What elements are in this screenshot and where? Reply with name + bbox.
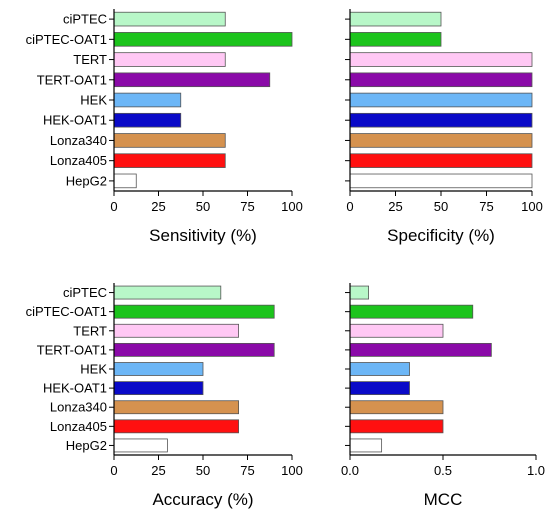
mcc-bar-hek (349, 362, 410, 376)
sensitivity-x-tick-label: 25 (151, 199, 165, 214)
sensitivity-x-tick-label: 100 (281, 199, 303, 214)
specificity-bar-lonza405 (349, 153, 533, 168)
accuracy-category-label-hepg2: HepG2 (66, 438, 107, 453)
specificity-x-tick-label: 50 (434, 199, 448, 214)
accuracy-bar-ciptec (113, 285, 222, 300)
specificity-x-tick-label: 75 (479, 199, 493, 214)
specificity-x-tick-label: 100 (521, 199, 543, 214)
mcc-bar-ciptec-oat1 (349, 304, 474, 319)
sensitivity-x-tick-label: 50 (196, 199, 210, 214)
sensitivity-category-label-lonza340: Lonza340 (50, 133, 107, 148)
sensitivity-bar-tert (113, 52, 226, 67)
mcc-bar-tert (349, 323, 444, 338)
sensitivity-bar-lonza405 (113, 153, 226, 168)
sensitivity-panel: ciPTEC ciPTEC-OAT1 TERT TERT-OAT1 HEK HEK-OAT… (26, 9, 303, 245)
mcc-bar-tert-oat1 (349, 342, 492, 357)
sensitivity-x-tick-label: 75 (240, 199, 254, 214)
accuracy-x-tick-label: 50 (196, 463, 210, 478)
specificity-x-tick-label: 0 (346, 199, 353, 214)
sensitivity-category-label-ciptec-oat1: ciPTEC-OAT1 (26, 32, 107, 47)
accuracy-x-tick-label: 0 (110, 463, 117, 478)
specificity-bar-ciptec-oat1 (349, 32, 442, 47)
accuracy-category-label-tert: TERT (73, 323, 107, 338)
specificity-x-tick-label: 25 (388, 199, 402, 214)
accuracy-bar-tert (113, 323, 239, 338)
accuracy-category-label-lonza340: Lonza340 (50, 400, 107, 415)
accuracy-bar-hek-oat1 (113, 381, 204, 396)
accuracy-x-tick-label: 25 (151, 463, 165, 478)
accuracy-category-label-hek: HEK (80, 362, 107, 377)
sensitivity-bar-hek (113, 92, 182, 108)
specificity-bar-lonza340 (349, 133, 533, 148)
mcc-bar-lonza340 (349, 400, 444, 415)
sensitivity-bar-lonza340 (113, 133, 226, 148)
accuracy-panel: ciPTEC ciPTEC-OAT1 TERT TERT-OAT1 HEK HEK-OAT… (26, 283, 303, 509)
sensitivity-bar-hek-oat1 (113, 112, 182, 128)
accuracy-bar-hek (113, 362, 204, 376)
accuracy-bar-hepg2 (113, 438, 168, 453)
specificity-bar-hek-oat1 (349, 112, 533, 128)
accuracy-bar-lonza405 (113, 419, 239, 434)
specificity-bar-tert (349, 52, 533, 67)
mcc-panel: 0.0 0.5 1.0 MCC (341, 283, 545, 509)
sensitivity-x-axis-title: Sensitivity (%) (149, 226, 257, 245)
sensitivity-x-tick-label: 0 (110, 199, 117, 214)
sensitivity-bar-ciptec (113, 11, 226, 27)
accuracy-bar-tert-oat1 (113, 342, 275, 357)
sensitivity-category-label-hepg2: HepG2 (66, 173, 107, 188)
accuracy-category-label-hek-oat1: HEK-OAT1 (43, 381, 107, 396)
sensitivity-category-label-ciptec: ciPTEC (63, 12, 107, 27)
accuracy-category-label-ciptec: ciPTEC (63, 285, 107, 300)
sensitivity-bar-tert-oat1 (113, 72, 271, 88)
accuracy-category-label-tert-oat1: TERT-OAT1 (37, 342, 107, 357)
mcc-bar-hepg2 (349, 438, 383, 453)
specificity-bar-tert-oat1 (349, 72, 533, 88)
sensitivity-category-label-lonza405: Lonza405 (50, 153, 107, 168)
mcc-bar-hek-oat1 (349, 381, 410, 396)
mcc-x-tick-label: 0.5 (434, 463, 452, 478)
mcc-x-tick-label: 1.0 (527, 463, 545, 478)
sensitivity-category-label-tert: TERT (73, 52, 107, 67)
accuracy-bar-lonza340 (113, 400, 239, 415)
accuracy-x-tick-label: 100 (281, 463, 303, 478)
specificity-panel: 0 25 50 75 100 Specificity (%) (345, 9, 543, 245)
accuracy-bar-ciptec-oat1 (113, 304, 275, 319)
sensitivity-bar-ciptec-oat1 (113, 32, 293, 47)
sensitivity-bar-hepg2 (113, 173, 137, 189)
specificity-bar-hepg2 (349, 173, 533, 189)
accuracy-category-label-lonza405: Lonza405 (50, 419, 107, 434)
sensitivity-category-label-tert-oat1: TERT-OAT1 (37, 72, 107, 87)
mcc-x-tick-label: 0.0 (341, 463, 359, 478)
specificity-bar-hek (349, 92, 533, 108)
accuracy-category-label-ciptec-oat1: ciPTEC-OAT1 (26, 304, 107, 319)
mcc-bar-ciptec (349, 285, 370, 300)
mcc-x-axis-title: MCC (424, 490, 463, 509)
specificity-bar-ciptec (349, 11, 442, 27)
mcc-bar-lonza405 (349, 419, 444, 434)
sensitivity-category-label-hek-oat1: HEK-OAT1 (43, 113, 107, 128)
specificity-x-axis-title: Specificity (%) (387, 226, 495, 245)
accuracy-x-axis-title: Accuracy (%) (152, 490, 253, 509)
accuracy-x-tick-label: 75 (240, 463, 254, 478)
sensitivity-category-label-hek: HEK (80, 93, 107, 108)
